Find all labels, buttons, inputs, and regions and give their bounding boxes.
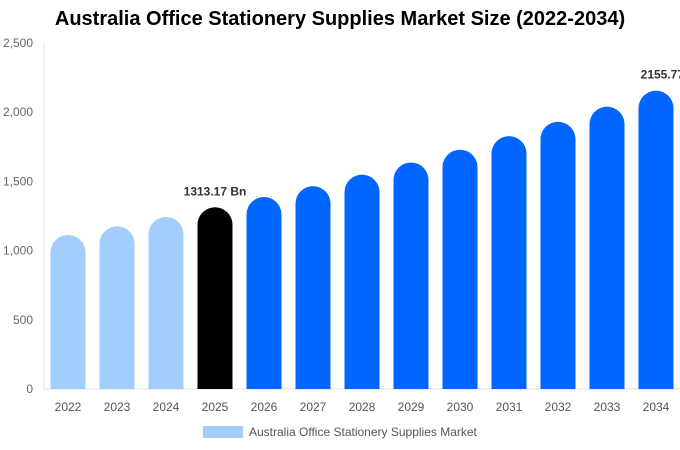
chart-title: Australia Office Stationery Supplies Mar…: [54, 8, 626, 30]
bar-2033: [589, 106, 625, 389]
y-tick-label: 500: [13, 313, 33, 327]
y-tick-label: 1,000: [3, 244, 33, 258]
bar-2027: [295, 186, 331, 389]
x-tick-label: 2032: [545, 400, 572, 414]
x-tick-label: 2029: [398, 400, 425, 414]
bar-2026: [246, 197, 282, 389]
bar-2032: [540, 121, 576, 390]
bar-2022: [50, 234, 86, 389]
bar-2025: [197, 207, 233, 389]
legend: Australia Office Stationery Supplies Mar…: [203, 425, 477, 439]
x-tick-label: 2025: [202, 400, 229, 414]
y-tick-label: 2,500: [3, 36, 33, 50]
x-tick-label: 2026: [251, 400, 278, 414]
bar-2031: [491, 136, 527, 389]
x-tick-label: 2028: [349, 400, 376, 414]
y-tick-label: 0: [26, 382, 33, 396]
x-tick-label: 2022: [55, 400, 82, 414]
x-tick-label: 2027: [300, 400, 327, 414]
x-tick-label: 2031: [496, 400, 523, 414]
x-tick-label: 2024: [153, 400, 180, 414]
x-tick-label: 2034: [643, 400, 670, 414]
bar-2028: [344, 174, 380, 389]
bar-2023: [99, 226, 135, 389]
bar-2029: [393, 162, 429, 389]
x-tick-label: 2030: [447, 400, 474, 414]
bar-2024: [148, 216, 184, 389]
legend-label: Australia Office Stationery Supplies Mar…: [249, 425, 477, 439]
y-tick-label: 2,000: [3, 105, 33, 119]
y-tick-label: 1,500: [3, 174, 33, 188]
bar-2030: [442, 149, 478, 389]
data-label: 2155.77 Bn: [641, 68, 680, 82]
x-tick-label: 2023: [104, 400, 131, 414]
x-tick-label: 2033: [594, 400, 621, 414]
legend-swatch: [203, 426, 243, 438]
data-label: 1313.17 Bn: [184, 184, 247, 198]
bar-2034: [638, 90, 674, 390]
